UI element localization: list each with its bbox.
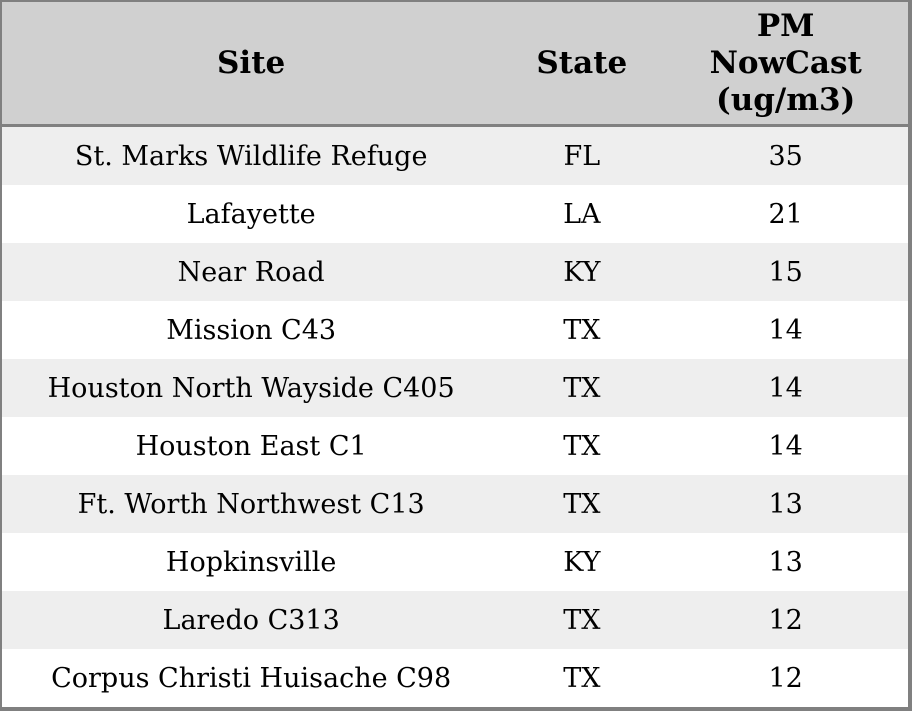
table-row: Hopkinsville KY 13 xyxy=(2,533,908,591)
table-row: Ft. Worth Northwest C13 TX 13 xyxy=(2,475,908,533)
state-cell: TX xyxy=(563,372,601,404)
pm-nowcast-cell: 12 xyxy=(768,662,803,694)
site-cell: Corpus Christi Huisache C98 xyxy=(51,662,452,694)
table-row: Houston East C1 TX 14 xyxy=(2,417,908,475)
table-row: Corpus Christi Huisache C98 TX 12 xyxy=(2,649,908,707)
site-cell: Houston North Wayside C405 xyxy=(47,372,455,404)
table-row: Houston North Wayside C405 TX 14 xyxy=(2,359,908,417)
pm-nowcast-cell: 14 xyxy=(768,372,803,404)
state-cell: TX xyxy=(563,314,601,346)
site-cell: Houston East C1 xyxy=(135,430,367,462)
pm-nowcast-cell: 14 xyxy=(768,430,803,462)
state-cell: KY xyxy=(563,546,601,578)
pm-nowcast-cell: 21 xyxy=(768,198,803,230)
site-cell: St. Marks Wildlife Refuge xyxy=(74,140,428,172)
pm-nowcast-cell: 13 xyxy=(768,546,803,578)
column-header-pm-nowcast: PM NowCast (ug/m3) xyxy=(663,8,908,119)
table-body: St. Marks Wildlife Refuge FL 35 Lafayett… xyxy=(2,127,908,707)
site-cell: Lafayette xyxy=(186,198,316,230)
column-header-site: Site xyxy=(217,45,286,81)
header-line-nowcast: NowCast xyxy=(709,44,862,81)
table-row: Lafayette LA 21 xyxy=(2,185,908,243)
table-row: Near Road KY 15 xyxy=(2,243,908,301)
table-row: St. Marks Wildlife Refuge FL 35 xyxy=(2,127,908,185)
site-cell: Ft. Worth Northwest C13 xyxy=(77,488,425,520)
pm-nowcast-cell: 12 xyxy=(768,604,803,636)
pm-nowcast-cell: 15 xyxy=(768,256,803,288)
table-header-row: Site State PM NowCast (ug/m3) xyxy=(2,2,908,127)
site-cell: Near Road xyxy=(177,256,325,288)
pm-nowcast-cell: 35 xyxy=(768,140,803,172)
site-cell: Mission C43 xyxy=(166,314,337,346)
state-cell: KY xyxy=(563,256,601,288)
pm-nowcast-cell: 13 xyxy=(768,488,803,520)
site-cell: Laredo C313 xyxy=(162,604,340,636)
table-row: Laredo C313 TX 12 xyxy=(2,591,908,649)
header-line-units: (ug/m3) xyxy=(716,81,856,118)
state-cell: FL xyxy=(563,140,601,172)
header-line-pm: PM xyxy=(756,7,815,44)
state-cell: TX xyxy=(563,662,601,694)
pm-nowcast-cell: 14 xyxy=(768,314,803,346)
state-cell: LA xyxy=(563,198,601,230)
site-cell: Hopkinsville xyxy=(165,546,337,578)
column-header-state: State xyxy=(536,45,628,81)
state-cell: TX xyxy=(563,604,601,636)
state-cell: TX xyxy=(563,430,601,462)
table-row: Mission C43 TX 14 xyxy=(2,301,908,359)
state-cell: TX xyxy=(563,488,601,520)
